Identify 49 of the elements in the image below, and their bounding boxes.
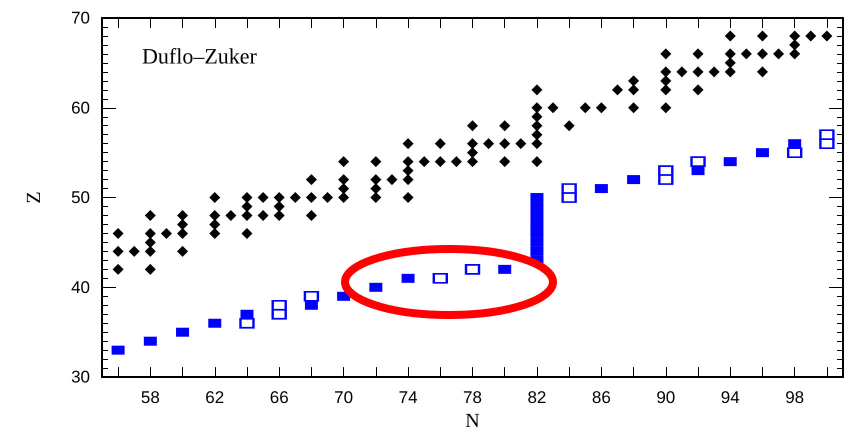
point: [112, 346, 125, 355]
y-tick-label: 70: [71, 8, 90, 28]
point: [530, 220, 544, 229]
point: [658, 174, 674, 186]
x-tick-label: 82: [527, 388, 546, 408]
y-tick-label: 40: [71, 278, 90, 297]
point: [465, 264, 480, 275]
point: [530, 211, 544, 220]
x-tick-label: 78: [463, 388, 482, 408]
x-tick-label: 90: [656, 388, 676, 408]
point: [498, 264, 512, 274]
point: [690, 156, 706, 168]
point: [402, 274, 415, 283]
y-tick-label: 50: [71, 188, 90, 208]
x-tick-label: 62: [205, 388, 224, 408]
x-axis-title: N: [465, 410, 480, 432]
x-tick-label: 94: [720, 388, 740, 408]
x-tick-label: 70: [334, 388, 354, 408]
point: [562, 192, 577, 204]
point: [530, 228, 544, 238]
point: [787, 147, 802, 158]
point: [756, 148, 769, 158]
point: [788, 139, 802, 148]
point: [530, 202, 544, 212]
point: [369, 282, 382, 292]
y-axis-title: Z: [23, 191, 45, 204]
point: [627, 175, 640, 184]
x-tick-label: 66: [270, 388, 289, 408]
point: [208, 318, 222, 328]
point: [176, 328, 190, 337]
y-tick-label: 30: [71, 368, 90, 387]
point: [239, 318, 254, 329]
point: [530, 193, 544, 202]
y-tick-label: 60: [71, 98, 90, 118]
x-tick-label: 98: [785, 388, 804, 408]
point: [432, 272, 448, 284]
point: [530, 246, 544, 256]
x-tick-label: 86: [592, 388, 611, 408]
point: [304, 300, 318, 310]
point: [819, 138, 834, 150]
point: [304, 290, 319, 302]
annotation: Duflo–Zuker: [142, 44, 258, 68]
point: [530, 238, 544, 247]
point: [724, 157, 737, 166]
point: [594, 184, 608, 194]
point: [272, 308, 287, 320]
x-tick-label: 74: [398, 388, 418, 408]
x-tick-label: 58: [140, 388, 160, 408]
point: [144, 336, 157, 346]
